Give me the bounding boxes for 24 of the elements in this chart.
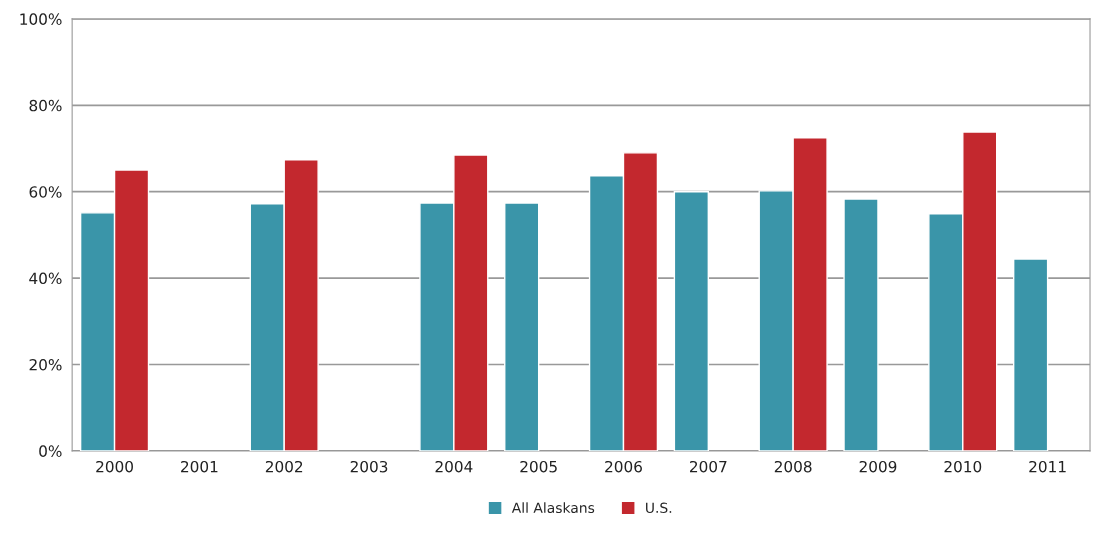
x-tick-label: 2004 xyxy=(435,460,473,473)
x-tick-label: 2009 xyxy=(859,460,897,473)
x-tick-label: 2008 xyxy=(774,460,812,473)
x-tick-label: 2003 xyxy=(350,460,388,473)
x-tick-label: 2000 xyxy=(96,460,133,473)
bar xyxy=(1012,258,1049,451)
x-tick-label: 2006 xyxy=(605,460,642,473)
x-tick-label: 2011 xyxy=(1029,460,1066,473)
y-tick-label: 40% xyxy=(29,272,62,285)
x-tick-label: 2010 xyxy=(944,460,982,473)
x-tick-label: 2001 xyxy=(181,460,218,473)
x-tick-label: 2007 xyxy=(690,460,727,473)
bar xyxy=(843,198,879,451)
x-tick-label: 2002 xyxy=(265,460,303,473)
bar xyxy=(673,191,710,451)
y-tick-label: 100% xyxy=(20,13,62,25)
bar xyxy=(504,202,540,451)
x-tick-label: 2005 xyxy=(520,460,557,473)
y-tick-label: 80% xyxy=(29,99,62,112)
y-tick-label: 0% xyxy=(39,445,62,457)
y-tick-label: 20% xyxy=(29,358,62,371)
legend-label: All Alaskans xyxy=(511,502,595,514)
y-tick-label: 60% xyxy=(29,186,62,198)
legend-label: U.S. xyxy=(646,502,672,514)
